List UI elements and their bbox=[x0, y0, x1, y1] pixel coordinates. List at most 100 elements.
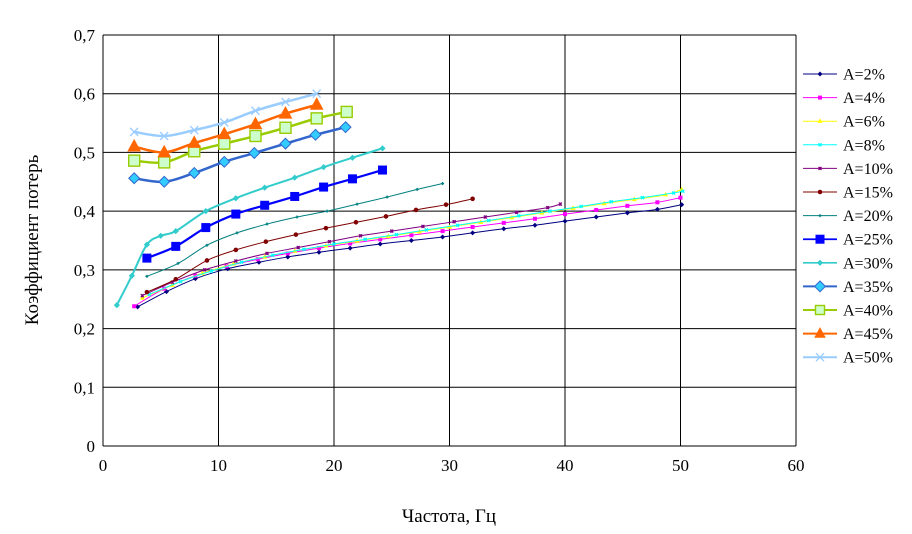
data-point-square bbox=[378, 165, 388, 175]
data-point-x bbox=[178, 279, 183, 284]
data-point-star bbox=[389, 229, 394, 234]
legend-label: A=25% bbox=[843, 232, 893, 249]
legend-label: A=45% bbox=[843, 326, 893, 343]
data-point-x bbox=[671, 190, 676, 195]
data-point-plus bbox=[235, 231, 239, 235]
data-point-square bbox=[532, 216, 537, 221]
data-point-diamond bbox=[349, 154, 356, 161]
legend-item: A=2% bbox=[803, 67, 885, 84]
data-point-plus bbox=[176, 261, 180, 265]
data-point-circle bbox=[470, 196, 475, 202]
data-point-diamond bbox=[285, 254, 291, 260]
data-point-star bbox=[558, 202, 563, 207]
data-point-diamond bbox=[501, 226, 507, 232]
data-point-x bbox=[548, 209, 552, 214]
data-point-square bbox=[290, 191, 300, 201]
legend-label: A=10% bbox=[843, 161, 893, 178]
legend-marker-diamond bbox=[817, 71, 823, 77]
plot-series bbox=[113, 89, 685, 310]
legend-item: A=35% bbox=[803, 279, 893, 296]
data-point-plus bbox=[145, 274, 149, 278]
data-point-diamond bbox=[408, 237, 414, 244]
data-point-square bbox=[132, 304, 137, 309]
data-point-diamond bbox=[256, 259, 262, 265]
data-point-diamond bbox=[320, 164, 327, 171]
data-point-circle bbox=[413, 207, 419, 213]
data-point-star bbox=[140, 293, 145, 298]
data-point-diamond bbox=[158, 175, 171, 188]
data-point-triangle bbox=[278, 106, 293, 119]
data-point-x bbox=[189, 125, 199, 135]
data-point-star bbox=[233, 259, 238, 263]
x-tick-label: 10 bbox=[210, 456, 227, 475]
data-point-triangle bbox=[248, 116, 263, 130]
legend-item: A=45% bbox=[803, 326, 893, 343]
y-tick-label: 0,5 bbox=[74, 143, 95, 162]
data-point-square bbox=[347, 174, 357, 184]
legend-item: A=8% bbox=[803, 137, 885, 154]
data-point-diamond bbox=[309, 128, 322, 141]
data-point-diamond bbox=[172, 227, 179, 235]
data-point-x bbox=[239, 260, 244, 265]
data-point-x bbox=[680, 189, 685, 194]
data-point-x bbox=[251, 106, 260, 116]
legend-marker-square bbox=[814, 304, 826, 316]
data-point-circle bbox=[293, 232, 299, 237]
data-point-plus bbox=[355, 202, 359, 206]
data-point-triangle bbox=[309, 97, 324, 110]
data-point-circle bbox=[323, 225, 329, 231]
data-point-star bbox=[452, 219, 457, 224]
legend-marker-plus bbox=[818, 214, 822, 218]
series-line bbox=[115, 147, 383, 306]
data-point-square bbox=[470, 224, 475, 229]
x-tick-label: 60 bbox=[788, 456, 805, 475]
data-point-x bbox=[129, 127, 139, 137]
data-point-diamond bbox=[339, 121, 352, 134]
legend-item: A=6% bbox=[803, 114, 885, 131]
data-point-x bbox=[270, 253, 275, 258]
data-point-plus bbox=[441, 182, 445, 186]
legend-marker-square bbox=[818, 95, 822, 100]
legend-marker-diamond bbox=[816, 259, 824, 266]
data-point-triangle bbox=[139, 295, 145, 300]
data-point-x bbox=[579, 204, 584, 209]
legend-marker-x bbox=[815, 352, 825, 362]
data-point-square bbox=[409, 233, 414, 238]
data-point-plus bbox=[295, 215, 299, 219]
data-point-x bbox=[281, 97, 290, 107]
data-point-x bbox=[609, 199, 614, 204]
data-point-diamond bbox=[128, 172, 141, 185]
data-point-square bbox=[310, 112, 323, 125]
data-point-diamond bbox=[379, 145, 386, 152]
data-point-x bbox=[312, 89, 322, 99]
series-A=45% bbox=[127, 97, 324, 158]
data-point-x bbox=[455, 223, 460, 228]
y-tick-label: 0,6 bbox=[74, 85, 95, 104]
y-tick-label: 0,7 bbox=[74, 26, 96, 45]
data-point-square bbox=[678, 195, 683, 200]
data-point-diamond bbox=[188, 166, 201, 180]
series-A=30% bbox=[113, 145, 386, 309]
series-A=50% bbox=[129, 89, 322, 141]
series-A=2% bbox=[135, 202, 685, 310]
data-point-x bbox=[209, 269, 214, 273]
series-line bbox=[146, 198, 473, 293]
series-A=8% bbox=[147, 189, 685, 297]
series-A=15% bbox=[144, 196, 475, 295]
data-point-diamond bbox=[113, 301, 120, 309]
data-point-diamond bbox=[128, 272, 135, 279]
data-point-circle bbox=[443, 202, 449, 207]
data-point-x bbox=[516, 213, 521, 218]
legend-label: A=30% bbox=[843, 255, 893, 272]
data-point-triangle bbox=[217, 126, 232, 140]
series-A=40% bbox=[127, 105, 353, 169]
data-point-x bbox=[159, 131, 169, 141]
legend-label: A=4% bbox=[843, 90, 885, 107]
data-point-square bbox=[255, 257, 260, 262]
x-tick-label: 0 bbox=[99, 456, 108, 475]
legend-item: A=25% bbox=[803, 232, 893, 249]
legend-marker-diamond bbox=[813, 280, 827, 293]
legend-label: A=50% bbox=[843, 350, 893, 367]
data-point-star bbox=[545, 205, 550, 210]
